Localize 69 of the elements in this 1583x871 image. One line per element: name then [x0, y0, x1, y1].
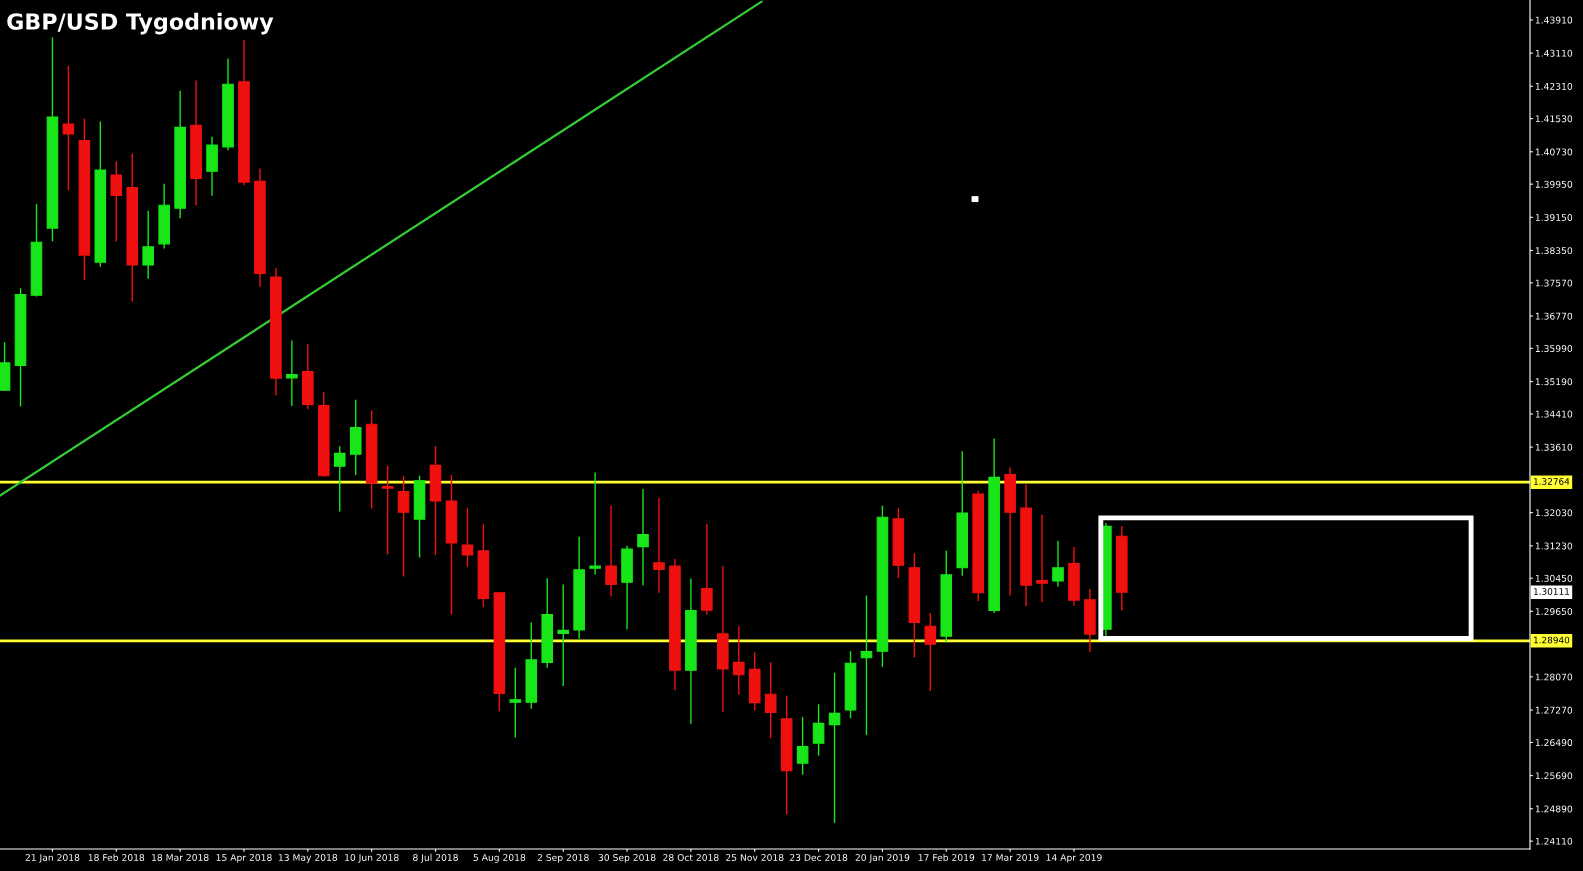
- candlestick: [828, 672, 841, 824]
- y-tick-label: 1.29650: [1535, 608, 1573, 615]
- y-tick-label: 1.39950: [1535, 180, 1573, 188]
- candlestick: [461, 506, 474, 568]
- candlestick: [764, 661, 777, 739]
- candlestick: [812, 703, 825, 757]
- x-tick-label: 18 Mar 2018: [152, 854, 209, 861]
- y-tick-label: 1.32030: [1535, 509, 1573, 517]
- x-tick-label: 21 Jan 2018: [25, 854, 80, 863]
- x-tick-label: 17 Mar 2019: [982, 854, 1039, 861]
- x-tick-label: 20 Jan 2019: [855, 854, 910, 863]
- candlestick: [701, 523, 713, 616]
- y-tick-label: 1.26490: [1535, 739, 1573, 747]
- x-tick-label: 30 Sep 2018: [598, 854, 656, 863]
- y-tick-label: 1.30450: [1535, 574, 1573, 582]
- x-tick-label: 15 Apr 2018: [216, 854, 272, 863]
- x-tick-label: 2 Sep 2018: [537, 854, 589, 863]
- x-tick-label: 18 Feb 2018: [88, 853, 145, 861]
- y-tick-label: 1.24110: [1535, 837, 1573, 845]
- x-tick-label: 13 May 2018: [278, 854, 338, 863]
- candlestick: [557, 583, 570, 687]
- y-tick-label: 1.40730: [1535, 148, 1573, 156]
- candlestick: [860, 594, 873, 736]
- y-tick-label: 1.41530: [1535, 115, 1573, 123]
- y-tick-label: 1.43110: [1535, 49, 1573, 57]
- candlestick: [924, 612, 937, 692]
- candlestick: [1052, 540, 1064, 588]
- candlestick: [62, 65, 75, 192]
- candlestick: [286, 339, 298, 407]
- y-tick-label: 1.42310: [1535, 82, 1573, 90]
- y-tick-label: 1.31230: [1535, 542, 1573, 550]
- x-tick-label: 14 Apr 2019: [1046, 854, 1102, 863]
- y-tick-label: 1.39150: [1535, 214, 1573, 221]
- candlestick: [1036, 514, 1048, 603]
- candlestick: [732, 625, 745, 696]
- y-tick-label: 1.33610: [1535, 443, 1573, 451]
- y-tick-label: 1.38350: [1535, 247, 1573, 255]
- text: 1.30111: [1534, 588, 1569, 595]
- candlestick: [796, 716, 809, 776]
- x-tick-label: 8 Jul 2018: [413, 853, 458, 863]
- y-tick-label: 1.34410: [1535, 410, 1573, 418]
- candlestick: [110, 160, 123, 243]
- candlestick: [381, 465, 394, 556]
- y-tick-label: 1.35190: [1535, 378, 1573, 386]
- x-tick-label: 25 Nov 2018: [726, 854, 784, 861]
- ref-line-label: 1.28940: [1534, 636, 1570, 644]
- y-tick-label: 1.25690: [1535, 772, 1573, 780]
- y-tick-label: 1.36770: [1535, 312, 1573, 320]
- candlestick: [637, 488, 649, 586]
- y-tick-label: 1.28070: [1535, 673, 1573, 681]
- candlestick: [142, 209, 155, 280]
- candlestick: [589, 471, 601, 576]
- y-tick-label: 1.24890: [1535, 805, 1573, 813]
- candlestick: [397, 475, 410, 578]
- y-tick-label: 1.27270: [1535, 706, 1573, 714]
- candlestick: [333, 445, 346, 513]
- candlestick: [653, 497, 665, 594]
- candlestick: [605, 504, 617, 598]
- candlestick: [509, 667, 522, 739]
- x-tick-label: 28 Oct 2018: [663, 854, 719, 861]
- x-tick-label: 10 Jun 2018: [345, 854, 399, 863]
- y-tick-label: 1.37570: [1535, 279, 1573, 287]
- x-tick-label: 23 Dec 2018: [789, 854, 848, 861]
- x-tick-label: 5 Aug 2018: [473, 854, 526, 863]
- y-tick-label: 1.35990: [1535, 345, 1573, 353]
- text: GBP/USD Tygodniowy: [7, 12, 274, 35]
- ref-line-label: 1.32764: [1534, 478, 1570, 485]
- x-tick-label: 17 Feb 2019: [918, 853, 975, 861]
- y-tick-label: 1.43910: [1535, 16, 1573, 24]
